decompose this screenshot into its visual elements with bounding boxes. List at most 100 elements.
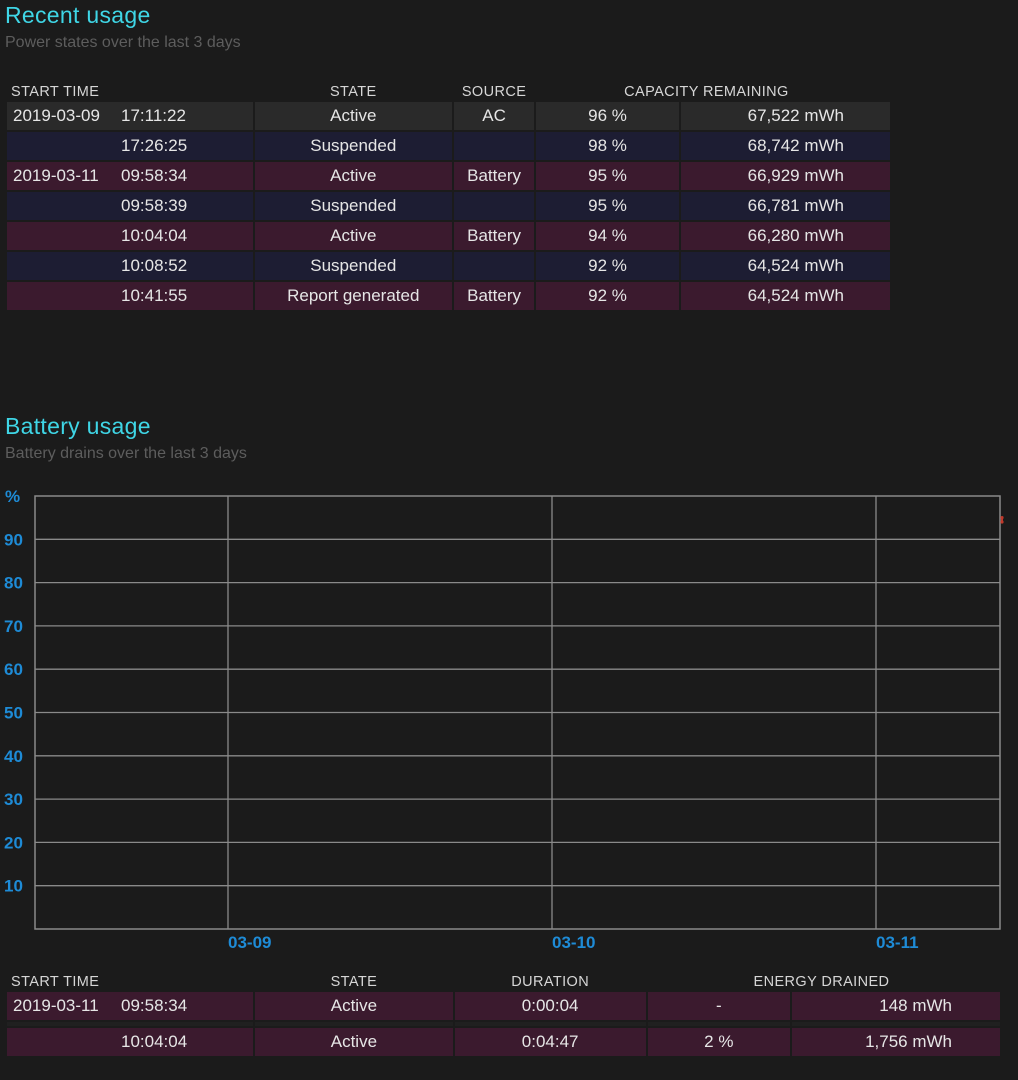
col-source: SOURCE	[461, 84, 527, 100]
y-tick-label: 80	[4, 574, 23, 593]
start-time-cell: 10:08:52	[7, 252, 253, 280]
source-cell	[453, 132, 535, 160]
col-state: STATE	[330, 974, 378, 990]
start-date: 2019-03-11	[13, 166, 99, 185]
table-row: 10:04:04 Active 0:04:47 2 % 1,756 mWh	[7, 1028, 1000, 1056]
y-axis-label: %	[5, 487, 20, 506]
table-row: 2019-03-11 09:58:34 Active 0:00:04-148 mWh	[7, 992, 1000, 1020]
capacity-percent-cell: 98 %	[536, 132, 680, 160]
y-tick-label: 70	[4, 617, 23, 636]
table-row: 10:04:04 Active Battery 94 % 66,280 mWh	[7, 222, 890, 250]
battery-usage-header-row: START TIME STATE DURATION ENERGY DRAINED	[7, 968, 1000, 990]
capacity-energy-cell: 64,524 mWh	[681, 282, 890, 310]
drain-percent-cell: -	[647, 992, 791, 1020]
y-tick-label: 30	[4, 790, 23, 809]
start-time: 09:58:39	[121, 196, 188, 215]
source-cell: Battery	[453, 282, 535, 310]
table-row: 2019-03-09 17:11:22 Active AC 96 % 67,522 mWh	[7, 102, 890, 130]
capacity-energy-cell: 68,742 mWh	[681, 132, 890, 160]
battery-usage-title: Battery usage	[5, 413, 151, 439]
capacity-energy-cell: 67,522 mWh	[681, 102, 890, 130]
start-time: 10:04:04	[121, 1032, 188, 1051]
source-cell	[453, 192, 535, 220]
y-tick-label: 20	[4, 833, 23, 852]
table-row: 10:08:52 Suspended 92 % 64,524 mWh	[7, 252, 890, 280]
start-time: 09:58:34	[121, 996, 188, 1015]
drain-data-point	[1000, 516, 1004, 520]
y-tick-label: 50	[4, 704, 23, 723]
capacity-energy-cell: 66,929 mWh	[681, 162, 890, 190]
start-date: 2019-03-09	[13, 106, 100, 125]
table-row: 10:41:55 Report generated Battery 92 % 64,52…	[7, 282, 890, 310]
table-row: 2019-03-11 09:58:34 Active Battery 95 % 66,92…	[7, 162, 890, 190]
source-cell: Battery	[453, 222, 535, 250]
start-time: 09:58:34	[121, 166, 188, 185]
start-time-cell: 10:04:04	[7, 222, 253, 250]
drain-data-point	[1000, 520, 1004, 524]
start-time-cell: 10:41:55	[7, 282, 253, 310]
state-cell: Active	[254, 162, 452, 190]
capacity-percent-cell: 94 %	[536, 222, 680, 250]
start-time-cell: 2019-03-11 09:58:34	[7, 162, 253, 190]
x-tick-label: 03-09	[228, 933, 271, 952]
battery-drain-chart: 10 20 30 40 50 60 70 80 90% 03-09 03-10 03-11	[4, 487, 1004, 952]
col-start-time: START TIME	[11, 974, 100, 990]
spacer-cell	[792, 1022, 1000, 1026]
y-tick-label: 90	[4, 530, 23, 549]
start-time-cell: 09:58:39	[7, 192, 253, 220]
source-cell: AC	[453, 102, 535, 130]
drain-percent-cell: 2 %	[647, 1028, 791, 1056]
col-duration: DURATION	[511, 974, 590, 990]
start-time: 17:26:25	[121, 136, 188, 155]
capacity-energy-cell: 66,280 mWh	[681, 222, 890, 250]
duration-cell: 0:00:04	[454, 992, 646, 1020]
state-cell: Suspended	[254, 192, 452, 220]
col-state: STATE	[329, 84, 377, 100]
start-time: 10:04:04	[121, 226, 188, 245]
state-cell: Suspended	[254, 252, 452, 280]
recent-usage-subtitle: Power states over the last 3 days	[5, 34, 241, 51]
state-cell: Active	[254, 992, 453, 1020]
table-row: 09:58:39 Suspended 95 % 66,781 mWh	[7, 192, 890, 220]
start-date: 2019-03-11	[13, 996, 99, 1015]
start-time: 17:11:22	[121, 106, 186, 125]
energy-drained-cell: 1,756 mWh	[792, 1028, 1000, 1056]
spacer-cell	[7, 1022, 253, 1026]
state-cell: Active	[254, 1028, 453, 1056]
state-cell: Suspended	[254, 132, 452, 160]
x-tick-label: 03-11	[876, 933, 919, 952]
recent-usage-table: START TIME STATE SOURCE CAPACITY REMAINI…	[5, 76, 892, 312]
table-row: 17:26:25 Suspended 98 % 68,742 mWh	[7, 132, 890, 160]
energy-drained-cell: 148 mWh	[792, 992, 1000, 1020]
capacity-percent-cell: 92 %	[536, 252, 680, 280]
state-cell: Report generated	[254, 282, 452, 310]
source-cell: Battery	[453, 162, 535, 190]
duration-cell: 0:04:47	[454, 1028, 646, 1056]
recent-usage-title: Recent usage	[5, 2, 151, 28]
capacity-percent-cell: 95 %	[536, 162, 680, 190]
col-energy-drained: ENERGY DRAINED	[753, 974, 890, 990]
capacity-percent-cell: 96 %	[536, 102, 680, 130]
start-time-cell: 2019-03-09 17:11:22	[7, 102, 253, 130]
y-tick-label: 60	[4, 660, 23, 679]
spacer-cell	[647, 1022, 791, 1026]
state-cell: Active	[254, 102, 452, 130]
recent-usage-header-row: START TIME STATE SOURCE CAPACITY REMAINI…	[7, 78, 890, 100]
capacity-percent-cell: 95 %	[536, 192, 680, 220]
start-time: 10:41:55	[121, 286, 188, 305]
source-cell	[453, 252, 535, 280]
y-tick-label: 40	[4, 747, 23, 766]
col-capacity-remaining: CAPACITY REMAINING	[624, 84, 789, 100]
capacity-percent-cell: 92 %	[536, 282, 680, 310]
x-tick-label: 03-10	[552, 933, 595, 952]
capacity-energy-cell: 66,781 mWh	[681, 192, 890, 220]
start-time: 10:08:52	[121, 256, 188, 275]
battery-usage-table: START TIME STATE DURATION ENERGY DRAINED…	[5, 966, 1002, 1058]
col-start-time: START TIME	[11, 84, 100, 100]
y-tick-label: 10	[4, 877, 23, 896]
spacer-cell	[254, 1022, 453, 1026]
row-spacer	[7, 1022, 1000, 1026]
battery-usage-subtitle: Battery drains over the last 3 days	[5, 445, 247, 462]
start-time-cell: 2019-03-11 09:58:34	[7, 992, 253, 1020]
spacer-cell	[454, 1022, 646, 1026]
